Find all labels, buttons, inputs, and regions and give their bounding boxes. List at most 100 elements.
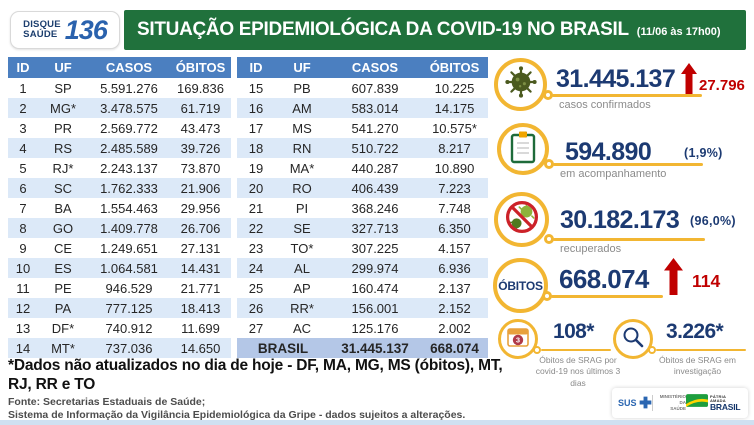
table-row: 17 MS 541.270 10.575* [237, 118, 488, 138]
table-row: 3 PR 2.569.772 43.473 [8, 118, 231, 138]
table-cell: 61.719 [170, 98, 231, 118]
table-row: ID UF CASOS ÓBITOS [8, 57, 231, 78]
recovered-pct: (96,0%) [690, 214, 736, 228]
table-cell: CASOS [88, 57, 170, 78]
table-cell: 24 [237, 258, 275, 278]
table-cell: 17 [248, 120, 264, 136]
table-cell: UF [38, 57, 88, 78]
recovered-value: 30.182.173 [560, 206, 680, 234]
confirmed-delta: 27.796 [699, 77, 745, 94]
table-cell: RO [275, 178, 329, 198]
confirmed-circle [494, 58, 547, 111]
ministry-line2: SAÚDE [670, 405, 686, 411]
table-cell: 777.125 [88, 298, 170, 318]
sus-label: SUS [618, 398, 637, 408]
table-cell: 2.137 [438, 280, 471, 296]
logo-number: 136 [64, 14, 108, 45]
table-cell: 22 [237, 218, 275, 238]
svg-text:3: 3 [516, 335, 520, 344]
table-row: 20 RO 406.439 7.223 [237, 178, 488, 198]
monitoring-pct: (1,9%) [684, 146, 723, 160]
table-cell: 1.064.581 [88, 258, 170, 278]
disque-saude-logo: DISQUE SAÚDE 136 [10, 11, 120, 49]
bottom-strip [0, 420, 754, 425]
monitoring-value: 594.890 [565, 138, 652, 166]
table-row: 19 MA* 440.287 10.890 [237, 158, 488, 178]
table-cell: CE [53, 240, 73, 256]
table-cell: MG* [38, 98, 88, 118]
table-cell: BA [54, 200, 72, 216]
table-cell: 1.409.778 [88, 218, 170, 238]
table-cell: 160.474 [351, 280, 399, 296]
table-cell: 21.771 [180, 280, 221, 296]
patria-line1: PÁTRIA AMADA [709, 393, 726, 403]
table-cell: AP [293, 280, 311, 296]
table-cell: AL [275, 258, 329, 278]
table-cell: 26.706 [170, 218, 231, 238]
clipboard-icon [508, 130, 538, 169]
table-row: 24 AL 299.974 6.936 [237, 258, 488, 278]
connector-dot [533, 346, 541, 354]
table-cell: SC [38, 178, 88, 198]
table-cell: 18.413 [170, 298, 231, 318]
brazil-flag-icon [685, 394, 708, 412]
srag-deaths-label: Óbitos de SRAG por covid-19 nos últimos … [535, 355, 621, 388]
table-cell: 2.569.772 [100, 120, 158, 136]
table-cell: 11 [16, 280, 30, 296]
table-cell: SP [54, 80, 72, 96]
connector-line [541, 348, 611, 351]
source-line2: Sistema de Informação da Vigilância Epid… [8, 409, 466, 422]
srag-investigation-label: Óbitos de SRAG em investigação [658, 355, 736, 377]
logo-line2: SAÚDE [23, 29, 58, 40]
table-row: 5 RJ* 2.243.137 73.870 [8, 158, 231, 178]
table-cell: 406.439 [329, 178, 421, 198]
table-cell: 5.591.276 [100, 80, 158, 96]
table-cell: 440.287 [351, 160, 399, 176]
table-row: 23 TO* 307.225 4.157 [237, 238, 488, 258]
connector-line [551, 294, 663, 298]
table-cell: 7.748 [438, 200, 471, 216]
search-icon [621, 325, 645, 354]
srag-deaths-circle: 3 [498, 319, 538, 359]
connector-dot [543, 90, 553, 100]
table-cell: 327.713 [329, 218, 421, 238]
table-row: 4 RS 2.485.589 39.726 [8, 138, 231, 158]
table-cell: 169.836 [177, 80, 224, 96]
table-cell: MA* [289, 160, 315, 176]
confirmed-value: 31.445.137 [556, 65, 676, 93]
table-cell: 6 [8, 178, 38, 198]
table-cell: 307.225 [351, 240, 399, 256]
sus-cross-icon [639, 396, 652, 411]
table-row: 9 CE 1.249.651 27.131 [8, 238, 231, 258]
table-cell: 7.223 [421, 178, 488, 198]
table-cell: 1.249.651 [100, 240, 158, 256]
table-cell: DF* [51, 320, 75, 336]
table-row: ID UF CASOS ÓBITOS [237, 57, 488, 78]
page-title: SITUAÇÃO EPIDEMIOLÓGICA DA COVID-19 NO B… [137, 19, 629, 40]
table-cell: 2 [8, 98, 38, 118]
table-cell: AM [275, 98, 329, 118]
table-cell: MT* [38, 338, 88, 358]
state-table-1: ID UF CASOS ÓBITOS 1 SP 5.591.276 169.836 2 MG* 3.… [8, 57, 231, 358]
table-cell: MS [292, 120, 312, 136]
connector-line [553, 162, 703, 166]
table-cell: 10.890 [434, 160, 475, 176]
connector-dot [648, 346, 656, 354]
table-cell: PE [54, 280, 72, 296]
table-row: 25 AP 160.474 2.137 [237, 278, 488, 298]
connector-line [656, 348, 746, 351]
table-cell: 39.726 [170, 138, 231, 158]
table-cell: 125.176 [351, 320, 399, 336]
table-cell: 10.575* [432, 120, 477, 136]
table-cell: RR* [275, 298, 329, 318]
table-cell: TO* [290, 240, 314, 256]
table-cell: 737.036 [88, 338, 170, 358]
deaths-circle-label: ÓBITOS [498, 278, 543, 293]
table-cell: 9 [19, 240, 27, 256]
table-row: 10 ES 1.064.581 14.431 [8, 258, 231, 278]
table-row: 12 PA 777.125 18.413 [8, 298, 231, 318]
table-cell: 14 [8, 338, 38, 358]
recovered-circle [494, 192, 549, 247]
monitoring-label: em acompanhamento [560, 168, 667, 180]
